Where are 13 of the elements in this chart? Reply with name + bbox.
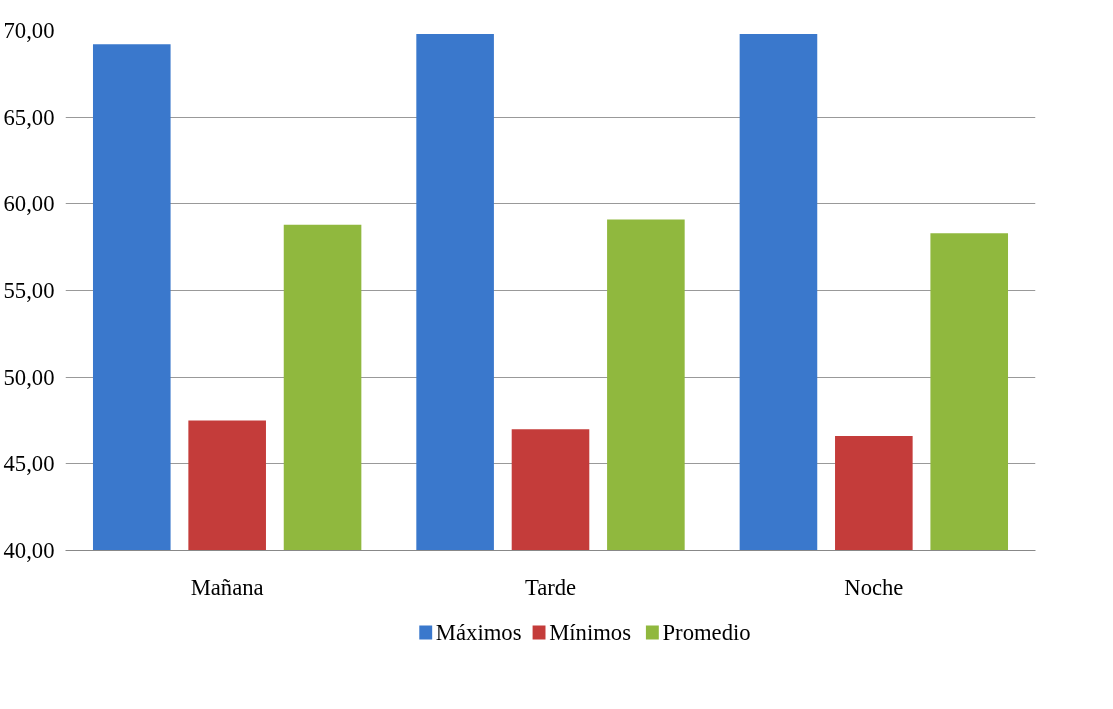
legend-label: Máximos	[435, 620, 522, 645]
x-tick-label: Noche	[844, 574, 904, 600]
x-tick-label: Tarde	[524, 574, 577, 600]
y-tick-label: 40,00	[3, 538, 55, 563]
y-tick-label: 55,00	[3, 278, 55, 303]
y-tick-label: 60,00	[3, 191, 55, 217]
legend-label: Promedio	[662, 620, 751, 645]
y-tick-label: 70,00	[3, 18, 55, 43]
x-tick-label: Mañana	[190, 574, 264, 600]
y-tick-label: 65,00	[3, 104, 55, 130]
y-tick-label: 45,00	[3, 451, 55, 477]
legend-label: Mínimos	[549, 620, 632, 645]
y-tick-label: 50,00	[3, 364, 55, 390]
